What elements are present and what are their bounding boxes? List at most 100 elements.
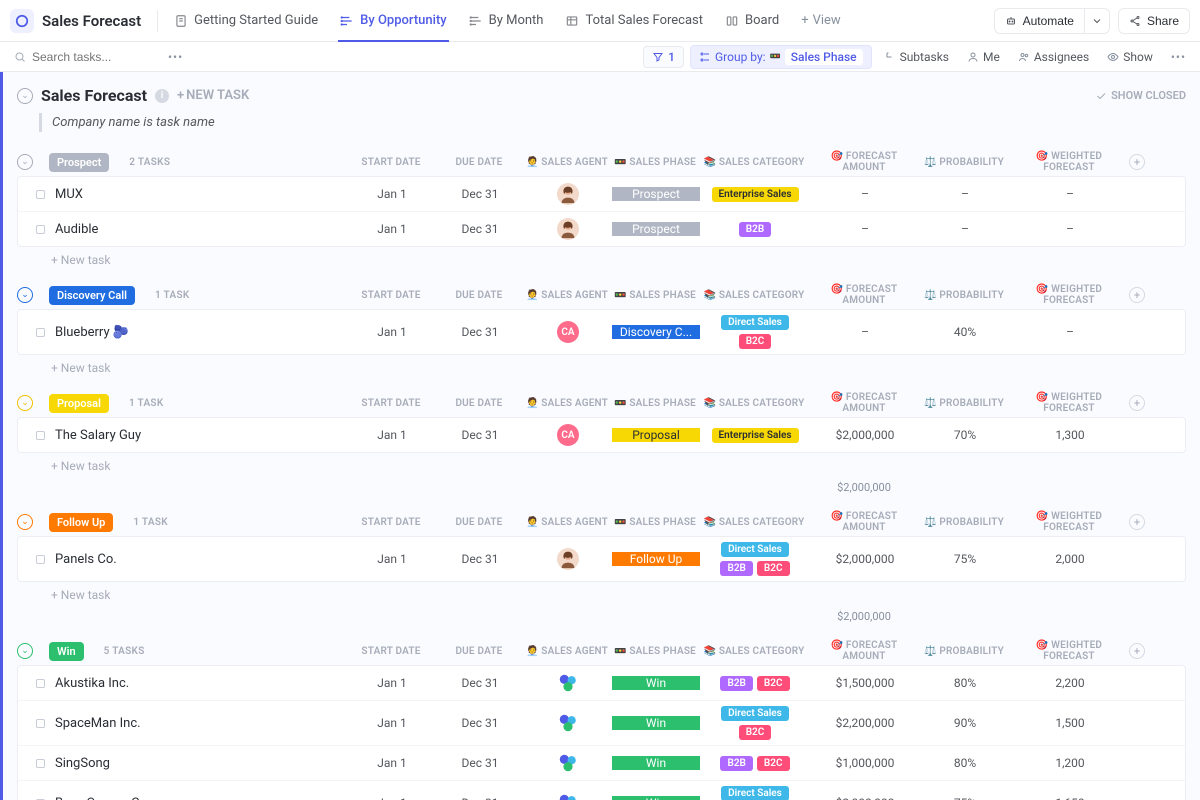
table-row[interactable]: The Salary GuyJan 1Dec 31CAProposalEnter… (18, 418, 1185, 452)
cell-due-date[interactable]: Dec 31 (436, 177, 524, 211)
cell-start-date[interactable]: Jan 1 (348, 706, 436, 740)
cell-phase[interactable]: Discovery C... (612, 310, 700, 354)
cell-agent[interactable]: CA (524, 315, 612, 349)
cell-probability[interactable]: – (920, 212, 1010, 246)
cell-agent[interactable]: CA (524, 418, 612, 452)
cell-category[interactable]: Direct SalesB2C (700, 310, 810, 354)
group-collapse-toggle[interactable]: ⌄ (17, 643, 33, 659)
status-icon[interactable] (36, 719, 45, 728)
table-row[interactable]: SingSongJan 1Dec 31WinB2BB2C$1,000,00080… (18, 746, 1185, 781)
new-task-row-button[interactable]: + New task (17, 453, 1186, 477)
cell-forecast[interactable]: – (810, 177, 920, 211)
group-collapse-toggle[interactable]: ⌄ (17, 154, 33, 170)
cell-agent[interactable] (524, 177, 612, 211)
add-view-button[interactable]: + View (791, 0, 851, 42)
cell-weighted[interactable]: 1,500 (1010, 706, 1130, 740)
tab-board[interactable]: Board (715, 0, 789, 42)
cell-agent[interactable] (524, 542, 612, 576)
cell-due-date[interactable]: Dec 31 (436, 212, 524, 246)
cell-phase[interactable]: Prospect (612, 177, 700, 211)
subtasks-button[interactable]: Subtasks (878, 47, 955, 67)
share-button[interactable]: Share (1118, 8, 1190, 34)
status-icon[interactable] (36, 555, 45, 564)
new-task-row-button[interactable]: + New task (17, 247, 1186, 271)
cell-probability[interactable]: 70% (920, 418, 1010, 452)
cell-phase[interactable]: Prospect (612, 212, 700, 246)
cell-forecast[interactable]: $2,000,000 (810, 786, 920, 800)
status-icon[interactable] (36, 225, 45, 234)
cell-probability[interactable]: 80% (920, 746, 1010, 780)
cell-probability[interactable]: 40% (920, 315, 1010, 349)
new-task-row-button[interactable]: + New task (17, 355, 1186, 379)
cell-category[interactable]: Enterprise Sales (700, 177, 810, 211)
cell-weighted[interactable]: – (1010, 177, 1130, 211)
table-row[interactable]: Panels Co.Jan 1Dec 31Follow UpDirect Sal… (18, 537, 1185, 581)
cell-category[interactable]: B2B (700, 212, 810, 246)
cell-agent[interactable] (524, 666, 612, 700)
cell-weighted[interactable]: – (1010, 315, 1130, 349)
cell-probability[interactable]: 75% (920, 542, 1010, 576)
cell-category[interactable]: Direct SalesB2BB2C (700, 537, 810, 581)
cell-phase[interactable]: Win (612, 701, 700, 745)
status-icon[interactable] (36, 190, 45, 199)
cell-weighted[interactable]: 1,300 (1010, 418, 1130, 452)
cell-agent[interactable] (524, 706, 612, 740)
info-icon[interactable]: i (155, 89, 169, 103)
multi-avatar[interactable] (557, 712, 579, 734)
group-collapse-toggle[interactable]: ⌄ (17, 514, 33, 530)
table-row[interactable]: Busy Orange CompanyJan 1Dec 31WinDirect … (18, 781, 1185, 800)
stage-pill[interactable]: Win (49, 642, 84, 661)
avatar[interactable]: CA (557, 424, 579, 446)
add-column-button[interactable]: + (1129, 643, 1145, 659)
add-column-button[interactable]: + (1129, 287, 1145, 303)
tab-by-month[interactable]: By Month (459, 0, 554, 42)
tab-total-sales-forecast[interactable]: Total Sales Forecast (555, 0, 713, 42)
new-task-top-button[interactable]: +NEW TASK (177, 88, 251, 103)
cell-due-date[interactable]: Dec 31 (436, 542, 524, 576)
cell-phase[interactable]: Win (612, 666, 700, 700)
cell-forecast[interactable]: $2,200,000 (810, 706, 920, 740)
cell-start-date[interactable]: Jan 1 (348, 212, 436, 246)
cell-category[interactable]: B2BB2C (700, 746, 810, 780)
status-icon[interactable] (36, 328, 45, 337)
cell-probability[interactable]: – (920, 177, 1010, 211)
table-row[interactable]: Akustika Inc.Jan 1Dec 31WinB2BB2C$1,500,… (18, 666, 1185, 701)
cell-agent[interactable] (524, 746, 612, 780)
tab-by-opportunity[interactable]: By Opportunity (330, 0, 456, 42)
forecast-collapse-toggle[interactable]: ⌄ (17, 88, 33, 104)
add-column-button[interactable]: + (1129, 154, 1145, 170)
status-icon[interactable] (36, 759, 45, 768)
group-by-pill[interactable]: Group by: 🚥 Sales Phase (690, 45, 872, 69)
cell-phase[interactable]: Win (612, 746, 700, 780)
cell-phase[interactable]: Follow Up (612, 537, 700, 581)
stage-pill[interactable]: Follow Up (49, 513, 113, 532)
stage-pill[interactable]: Discovery Call (49, 286, 135, 305)
cell-due-date[interactable]: Dec 31 (436, 706, 524, 740)
cell-start-date[interactable]: Jan 1 (348, 666, 436, 700)
multi-avatar[interactable] (557, 672, 579, 694)
avatar[interactable]: CA (557, 321, 579, 343)
cell-category[interactable]: Direct SalesB2C (700, 781, 810, 800)
cell-start-date[interactable]: Jan 1 (348, 542, 436, 576)
cell-category[interactable]: B2BB2C (700, 666, 810, 700)
add-column-button[interactable]: + (1129, 395, 1145, 411)
cell-forecast[interactable]: $1,500,000 (810, 666, 920, 700)
avatar[interactable] (557, 218, 579, 240)
cell-due-date[interactable]: Dec 31 (436, 666, 524, 700)
show-closed-button[interactable]: SHOW CLOSED (1095, 89, 1186, 102)
show-button[interactable]: Show (1101, 47, 1159, 67)
table-row[interactable]: Blueberry 🫐Jan 1Dec 31CADiscovery C...Di… (18, 310, 1185, 354)
cell-start-date[interactable]: Jan 1 (348, 746, 436, 780)
avatar[interactable] (557, 183, 579, 205)
cell-forecast[interactable]: – (810, 315, 920, 349)
cell-start-date[interactable]: Jan 1 (348, 418, 436, 452)
cell-phase[interactable]: Proposal (612, 418, 700, 452)
cell-weighted[interactable]: 1,200 (1010, 746, 1130, 780)
cell-due-date[interactable]: Dec 31 (436, 418, 524, 452)
table-row[interactable]: AudibleJan 1Dec 31ProspectB2B––– (18, 212, 1185, 246)
cell-due-date[interactable]: Dec 31 (436, 315, 524, 349)
cell-weighted[interactable]: – (1010, 212, 1130, 246)
cell-forecast[interactable]: – (810, 212, 920, 246)
me-button[interactable]: Me (961, 47, 1006, 67)
automate-button[interactable]: Automate (994, 8, 1084, 34)
